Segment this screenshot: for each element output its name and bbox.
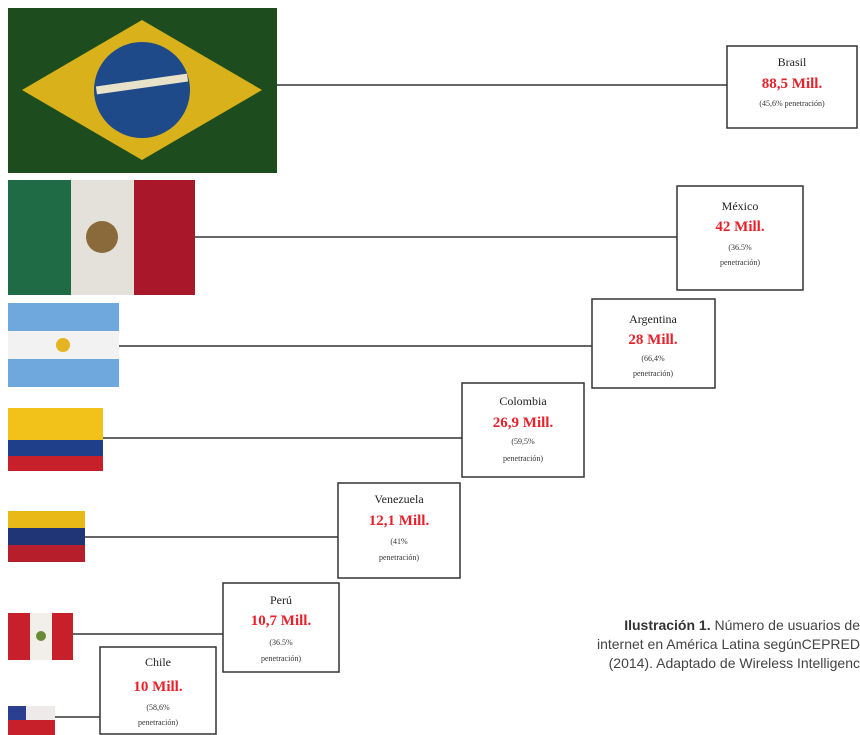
caption-line: (2014). Adaptado de Wireless Intelligenc: [609, 655, 860, 671]
penetration: penetración): [633, 369, 673, 378]
flag-argentina: [8, 303, 119, 387]
caption-text: Número de usuarios de: [714, 617, 860, 633]
users: 88,5 Mill.: [762, 76, 823, 92]
country-name: Colombia: [499, 394, 547, 408]
country-name: México: [722, 199, 759, 213]
users: 10,7 Mill.: [251, 613, 312, 629]
penetration: penetración): [720, 258, 760, 267]
flag-venezuela: [8, 511, 85, 562]
penetration: penetración): [503, 454, 543, 463]
penetration: (66,4%: [641, 354, 665, 363]
flag-peru: [8, 613, 73, 660]
users: 42 Mill.: [715, 219, 764, 235]
users: 28 Mill.: [628, 332, 677, 348]
country-name: Venezuela: [374, 492, 424, 506]
flag-brasil: [8, 8, 277, 173]
users: 10 Mill.: [133, 679, 182, 695]
penetration: (36.5%: [269, 638, 293, 647]
penetration: (45,6% penetración): [759, 99, 825, 108]
caption-line: internet en América Latina segúnCEPRED: [597, 636, 860, 652]
caption-label: Ilustración 1.: [624, 617, 710, 633]
penetration: penetración): [261, 654, 301, 663]
penetration: (58,6%: [146, 703, 170, 712]
flag-mexico: [8, 180, 195, 295]
users: 12,1 Mill.: [369, 513, 430, 529]
flag-colombia: [8, 408, 103, 471]
flag-chile: [8, 706, 55, 735]
infographic: Brasil 88,5 Mill. (45,6% penetración) Mé…: [0, 0, 860, 735]
penetration: (59,5%: [511, 437, 535, 446]
penetration: (36.5%: [728, 243, 752, 252]
users: 26,9 Mill.: [493, 415, 554, 431]
penetration: penetración): [379, 553, 419, 562]
caption-line: Ilustración 1. Número de usuarios de: [624, 617, 860, 633]
country-name: Brasil: [778, 55, 807, 69]
country-name: Perú: [270, 593, 292, 607]
penetration: penetración): [138, 718, 178, 727]
country-name: Argentina: [629, 312, 677, 326]
penetration: (41%: [390, 537, 408, 546]
country-name: Chile: [145, 655, 171, 669]
